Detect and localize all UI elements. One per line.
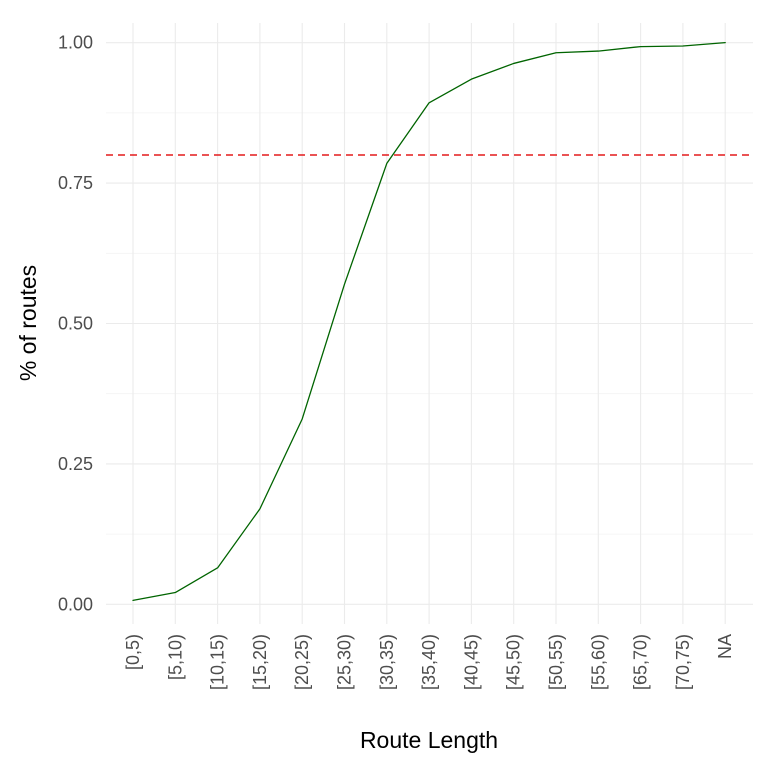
x-tick-label: [0,5) xyxy=(123,634,143,670)
x-tick-label: [15,20) xyxy=(250,634,270,690)
x-tick-label: [45,50) xyxy=(504,634,524,690)
y-tick-label: 0.50 xyxy=(58,314,93,334)
x-tick-label: [5,10) xyxy=(165,634,185,680)
data-point xyxy=(512,62,515,65)
y-tick-label: 1.00 xyxy=(58,33,93,53)
data-point xyxy=(385,162,388,165)
data-point xyxy=(470,78,473,81)
x-tick-label: [50,55) xyxy=(546,634,566,690)
y-tick-label: 0.25 xyxy=(58,454,93,474)
x-tick-label: [65,70) xyxy=(631,634,651,690)
gridlines xyxy=(106,23,753,624)
data-point xyxy=(258,507,261,510)
data-point xyxy=(343,283,346,286)
x-tick-label: [35,40) xyxy=(419,634,439,690)
x-tick-label: [10,15) xyxy=(208,634,228,690)
data-point xyxy=(639,45,642,48)
data-point xyxy=(216,566,219,569)
x-tick-label: [30,35) xyxy=(377,634,397,690)
series-line xyxy=(132,42,726,602)
data-point xyxy=(681,45,684,48)
x-tick-label: [70,75) xyxy=(673,634,693,690)
data-point xyxy=(301,417,304,420)
y-axis-ticks: 0.00 0.25 0.50 0.75 1.00 xyxy=(58,33,93,615)
data-point xyxy=(132,599,135,602)
data-point xyxy=(724,41,727,44)
x-tick-label: [40,45) xyxy=(461,634,481,690)
x-axis-title: Route Length xyxy=(360,727,498,753)
x-axis-ticks: [0,5) [5,10) [10,15) [15,20) [20,25) [25,30) [… xyxy=(123,634,735,690)
x-tick-label: [20,25) xyxy=(292,634,312,690)
data-point xyxy=(428,101,431,104)
x-tick-label: [55,60) xyxy=(588,634,608,690)
data-point xyxy=(597,50,600,53)
data-point xyxy=(174,591,177,594)
y-tick-label: 0.00 xyxy=(58,594,93,614)
y-tick-label: 0.75 xyxy=(58,173,93,193)
x-tick-label: [25,30) xyxy=(335,634,355,690)
y-axis-title: % of routes xyxy=(15,265,41,381)
x-tick-label: NA xyxy=(715,634,735,659)
data-series xyxy=(132,41,727,602)
data-point xyxy=(555,51,558,54)
